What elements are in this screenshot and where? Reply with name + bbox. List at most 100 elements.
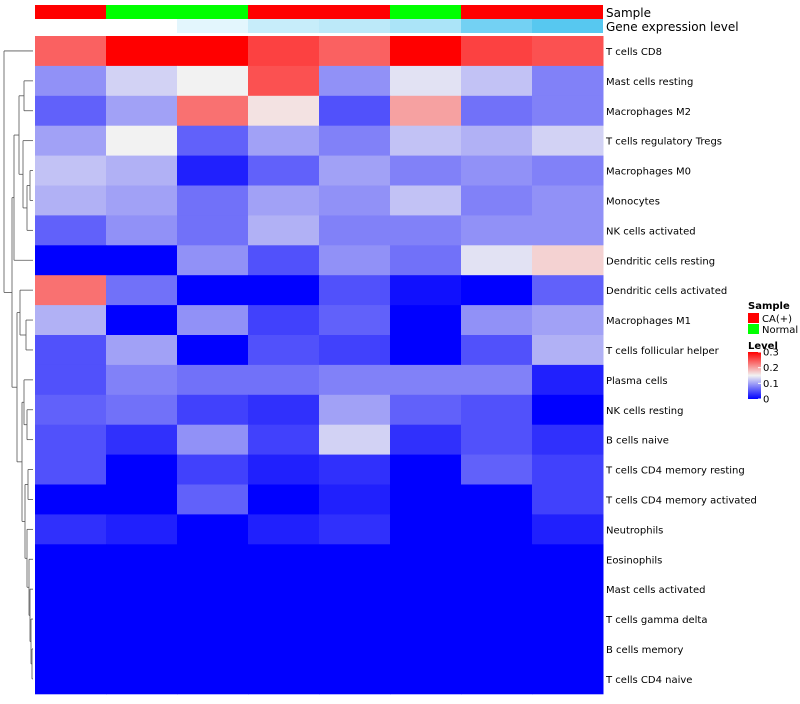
legend-sample-label: CA(+) bbox=[762, 314, 792, 325]
heatmap-cell bbox=[390, 275, 462, 306]
row-label: T cells CD8 bbox=[605, 47, 662, 58]
heatmap-cell bbox=[532, 454, 604, 485]
heatmap-cell bbox=[177, 424, 249, 456]
heatmap-cell bbox=[319, 215, 391, 246]
row-label: Macrophages M0 bbox=[606, 167, 691, 178]
heatmap-cell bbox=[461, 95, 533, 127]
row-label: T cells regulatory Tregs bbox=[605, 137, 722, 148]
heatmap-cell bbox=[177, 335, 249, 366]
heatmap-cell bbox=[390, 604, 462, 635]
heatmap-cell bbox=[532, 245, 604, 276]
heatmap-cell bbox=[35, 36, 107, 67]
heatmap-cell bbox=[461, 544, 533, 575]
heatmap-cell bbox=[106, 275, 178, 306]
heatmap-cell bbox=[532, 275, 604, 306]
row-label: Dendritic cells activated bbox=[606, 286, 727, 297]
heatmap-cell bbox=[461, 215, 533, 246]
heatmap-cell bbox=[461, 185, 533, 216]
row-label: Dendritic cells resting bbox=[606, 256, 715, 267]
heatmap-cell bbox=[248, 305, 320, 336]
heatmap-cell bbox=[248, 275, 320, 306]
heatmap-cell bbox=[177, 394, 249, 426]
heatmap-cell bbox=[461, 65, 533, 97]
heatmap-cell bbox=[532, 36, 604, 67]
heatmap-cell bbox=[106, 215, 178, 246]
heatmap-cell bbox=[35, 95, 107, 127]
heatmap-cell bbox=[532, 574, 604, 605]
heatmap-cell bbox=[106, 65, 178, 97]
heatmap-cell bbox=[248, 484, 320, 515]
row-label: Mast cells activated bbox=[606, 585, 705, 596]
heatmap-cell bbox=[390, 125, 462, 157]
heatmap-cell bbox=[177, 36, 249, 67]
heatmap-cell bbox=[390, 394, 462, 426]
heatmap-cell bbox=[106, 95, 178, 127]
heatmap-cell bbox=[106, 155, 178, 186]
heatmap-cell bbox=[390, 544, 462, 575]
heatmap-cell bbox=[390, 36, 462, 67]
legend-sample-title: Sample bbox=[748, 301, 790, 312]
row-label: Macrophages M2 bbox=[606, 107, 691, 118]
legend-color-bar bbox=[748, 352, 761, 399]
heatmap-cell bbox=[532, 215, 604, 246]
heatmap-cell bbox=[106, 394, 178, 426]
heatmap-cell bbox=[106, 604, 178, 635]
row-label: B cells memory bbox=[606, 645, 683, 656]
heatmap-cell bbox=[248, 634, 320, 665]
heatmap-cell bbox=[319, 394, 391, 426]
row-label: B cells naive bbox=[606, 436, 669, 447]
heatmap-cell bbox=[390, 65, 462, 97]
heatmap-cell bbox=[177, 544, 249, 575]
annotation-label-sample: Sample bbox=[606, 6, 651, 20]
row-dendrogram bbox=[3, 50, 33, 680]
heatmap-cell bbox=[461, 634, 533, 665]
heatmap-cell bbox=[248, 125, 320, 157]
expression-annotation-cell bbox=[390, 19, 461, 33]
heatmap-cell bbox=[532, 155, 604, 186]
heatmap-cell bbox=[35, 634, 107, 665]
row-label: NK cells resting bbox=[606, 406, 683, 417]
heatmap-cell bbox=[532, 394, 604, 426]
heatmap-cell bbox=[319, 125, 391, 157]
heatmap-cell bbox=[248, 544, 320, 575]
heatmap-cell bbox=[106, 634, 178, 665]
row-label: Plasma cells bbox=[606, 376, 668, 387]
row-label: Eosinophils bbox=[606, 555, 662, 566]
heatmap-cell bbox=[461, 454, 533, 485]
heatmap-cell bbox=[106, 36, 178, 67]
heatmap-cell bbox=[390, 215, 462, 246]
heatmap-cell bbox=[35, 215, 107, 246]
heatmap-cell bbox=[248, 155, 320, 186]
heatmap-cell bbox=[248, 215, 320, 246]
heatmap-cell bbox=[177, 155, 249, 186]
heatmap-cell bbox=[319, 245, 391, 276]
heatmap-cell bbox=[532, 335, 604, 366]
heatmap-cell bbox=[35, 155, 107, 186]
heatmap-cell bbox=[319, 484, 391, 515]
heatmap-cell bbox=[106, 305, 178, 336]
heatmap-cell bbox=[319, 514, 391, 545]
annotation-label-expression: Gene expression level bbox=[606, 20, 739, 34]
heatmap-cell bbox=[461, 484, 533, 515]
heatmap-cell bbox=[106, 514, 178, 545]
heatmap-cell bbox=[461, 574, 533, 605]
heatmap-cell bbox=[106, 125, 178, 157]
heatmap-cell bbox=[106, 185, 178, 216]
heatmap-cell bbox=[177, 65, 249, 97]
heatmap-cell bbox=[177, 275, 249, 306]
heatmap-cell bbox=[177, 215, 249, 246]
heatmap-cell bbox=[461, 394, 533, 426]
heatmap-cell bbox=[461, 36, 533, 67]
heatmap-cell bbox=[248, 36, 320, 67]
heatmap-cell bbox=[35, 424, 107, 456]
sample-annotation-cell bbox=[106, 5, 177, 19]
heatmap-cell bbox=[248, 574, 320, 605]
heatmap-cell bbox=[248, 604, 320, 635]
heatmap-cell bbox=[319, 364, 391, 396]
row-label: Monocytes bbox=[606, 196, 660, 207]
row-label: T cells CD4 memory resting bbox=[605, 466, 745, 477]
heatmap-cell bbox=[35, 604, 107, 635]
heatmap-cell bbox=[532, 484, 604, 515]
row-label: T cells gamma delta bbox=[605, 615, 707, 626]
